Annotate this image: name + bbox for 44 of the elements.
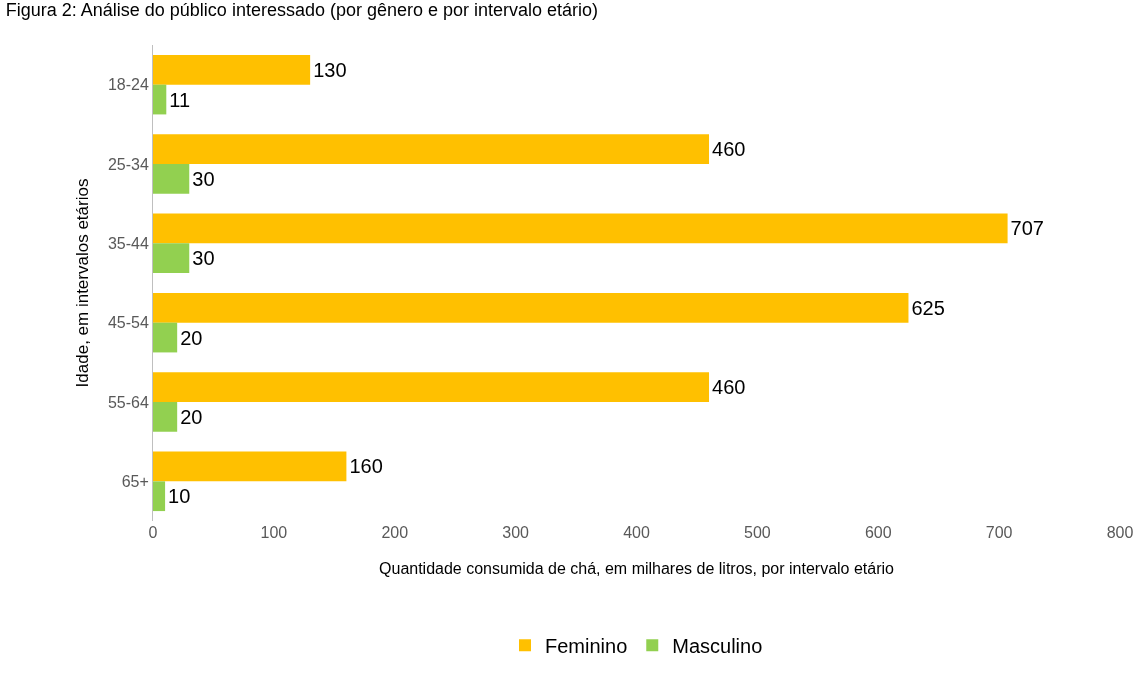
legend-label: Feminino xyxy=(545,635,628,658)
y-tick-label: 35-44 xyxy=(107,234,149,252)
x-axis-title: Quantidade consumida de chá, em milhares de litros, por intervalo etário xyxy=(379,559,895,577)
x-tick-label: 800 xyxy=(1106,524,1134,541)
chart-title: Figura 2: Análise do público interessado (por gênero e por intervalo etário) xyxy=(5,0,599,20)
bar xyxy=(153,213,1008,244)
x-tick-label: 200 xyxy=(381,524,409,541)
bar xyxy=(153,84,167,115)
bar xyxy=(153,54,311,85)
data-label: 130 xyxy=(313,58,347,81)
data-label: 460 xyxy=(712,376,746,399)
data-label: 10 xyxy=(168,485,191,508)
legend-label: Masculino xyxy=(672,635,763,658)
x-tick-label: 700 xyxy=(985,524,1013,541)
bar xyxy=(153,322,178,353)
bar xyxy=(153,243,190,274)
y-tick-label: 65+ xyxy=(121,472,149,490)
y-tick-label: 25-34 xyxy=(107,155,149,173)
x-tick-label: 100 xyxy=(260,524,288,541)
bar xyxy=(153,292,909,323)
bar xyxy=(153,164,190,194)
x-tick-label: 300 xyxy=(502,524,530,541)
data-label: 460 xyxy=(712,138,746,161)
y-tick-label: 55-64 xyxy=(107,393,149,411)
data-label: 160 xyxy=(349,455,383,478)
x-tick-label: 500 xyxy=(744,524,771,541)
data-label: 625 xyxy=(911,296,945,319)
data-label: 30 xyxy=(192,167,215,190)
x-tick-label: 400 xyxy=(623,524,650,541)
data-label: 707 xyxy=(1010,217,1044,240)
bar xyxy=(153,372,710,402)
y-tick-label: 45-54 xyxy=(107,314,149,332)
x-tick-label: 0 xyxy=(148,524,158,541)
y-axis-title: Idade, em intervalos etários xyxy=(73,178,93,388)
bar xyxy=(153,402,178,432)
bar xyxy=(153,481,166,512)
y-tick-label: 18-24 xyxy=(107,76,149,94)
x-tick-label: 600 xyxy=(864,524,892,541)
data-label: 11 xyxy=(169,88,191,111)
data-label: 20 xyxy=(180,326,203,349)
data-label: 20 xyxy=(180,405,203,428)
bar xyxy=(153,451,347,482)
bar xyxy=(153,134,710,164)
data-label: 30 xyxy=(192,247,215,270)
